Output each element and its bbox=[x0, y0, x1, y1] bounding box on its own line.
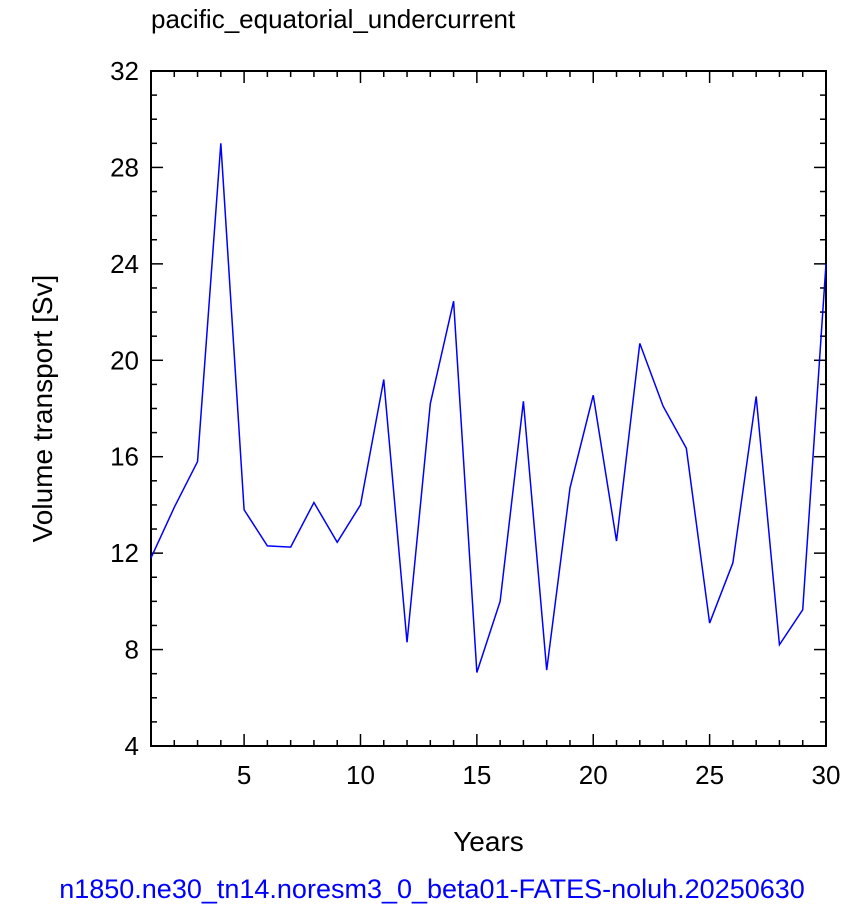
y-tick-label: 28 bbox=[110, 152, 139, 182]
y-tick-label: 16 bbox=[110, 442, 139, 472]
y-tick-label: 12 bbox=[110, 538, 139, 568]
x-tick-label: 30 bbox=[812, 760, 841, 790]
y-tick-label: 24 bbox=[110, 249, 139, 279]
y-axis-label: Volume transport [Sv] bbox=[27, 275, 58, 543]
x-axis-label: Years bbox=[453, 826, 524, 857]
y-tick-label: 32 bbox=[110, 56, 139, 86]
footer-case-name: n1850.ne30_tn14.noresm3_0_beta01-FATES-n… bbox=[59, 874, 805, 904]
y-tick-label: 4 bbox=[125, 731, 139, 761]
x-tick-label: 5 bbox=[237, 760, 251, 790]
plot-frame bbox=[150, 70, 827, 747]
y-tick-label: 20 bbox=[110, 345, 139, 375]
series-line bbox=[150, 143, 827, 673]
x-tick-label: 10 bbox=[346, 760, 375, 790]
x-tick-label: 15 bbox=[462, 760, 491, 790]
x-tick-label: 20 bbox=[579, 760, 608, 790]
x-tick-label: 25 bbox=[695, 760, 724, 790]
plot-area: 5 10 15 20 25 30 4 8 12 16 20 24 28 32 bbox=[110, 56, 840, 790]
y-tick-label: 8 bbox=[125, 635, 139, 665]
chart-title: pacific_equatorial_undercurrent bbox=[151, 4, 516, 34]
